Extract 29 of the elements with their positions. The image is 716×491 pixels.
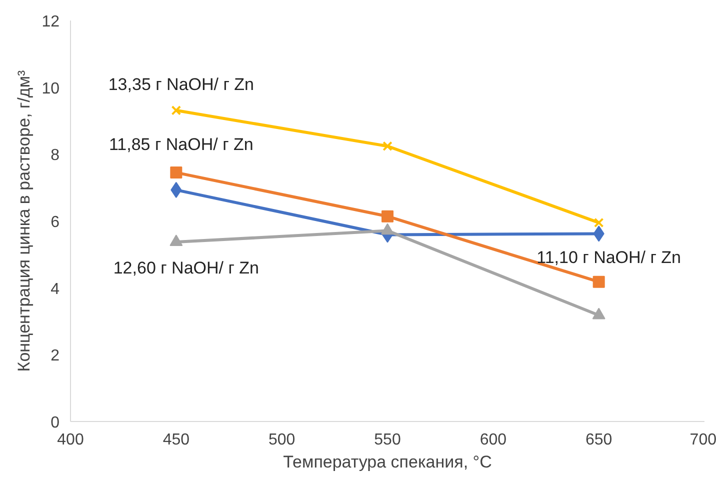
point [594, 218, 604, 228]
y-tick-label: 10 [42, 80, 60, 98]
x-tick-label: 550 [374, 432, 401, 448]
y-tick-label: 0 [50, 414, 60, 432]
point [382, 210, 394, 222]
point [170, 166, 182, 179]
y-tick-label: 8 [50, 147, 60, 164]
point [381, 223, 394, 235]
y-axis-title: Концентрация цинка в растворе, г/дм³ [14, 70, 34, 372]
point [592, 308, 606, 320]
series-label: 11,85 г NaOH/ г Zn [108, 135, 254, 154]
x-tick-label: 450 [162, 432, 190, 448]
x-tick-label: 500 [268, 432, 296, 448]
series-label: 11,10 г NaOH/ г Zn [536, 248, 682, 268]
point [170, 234, 183, 246]
y-tick-label: 2 [50, 348, 60, 365]
series-label: 13,35 г NaOH/ г Zn [108, 74, 254, 94]
x-tick-label: 700 [690, 432, 716, 448]
series-label: 12,60 г NaOH/ г Zn [113, 258, 259, 278]
y-tick-label: 6 [50, 214, 60, 231]
point [592, 276, 605, 288]
y-tick-label: 4 [50, 280, 60, 298]
x-axis-title: Температура спекания, °C [283, 452, 492, 472]
x-tick-label: 650 [585, 432, 612, 448]
point [171, 106, 182, 116]
point [382, 141, 392, 152]
x-tick-label: 400 [57, 432, 84, 448]
x-tick-label: 600 [480, 432, 507, 448]
y-tick-label: 12 [42, 14, 60, 30]
